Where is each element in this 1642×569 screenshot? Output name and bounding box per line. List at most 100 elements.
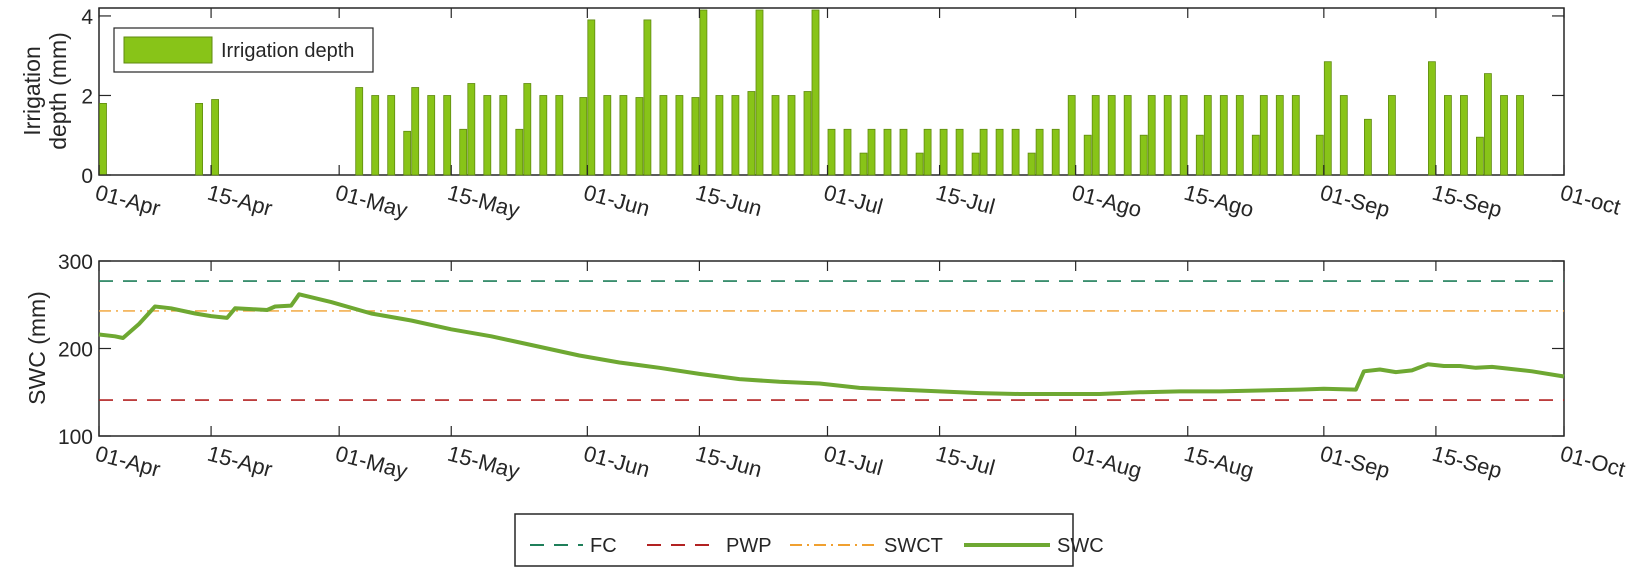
irrigation-x-tick-label: 01-Jun (581, 180, 652, 222)
irrigation-x-tick-label: 01-Sep (1318, 180, 1393, 223)
irrigation-y-label-line1: Irrigation (19, 46, 45, 135)
irrigation-bar (844, 129, 851, 175)
irrigation-bar (1501, 96, 1508, 176)
swc-x-tick-label: 01-Sep (1318, 441, 1393, 484)
irrigation-bar (772, 96, 779, 176)
irrigation-y-label-line2: depth (mm) (45, 32, 71, 150)
irrigation-bar (924, 129, 931, 175)
irrigation-bar (404, 131, 411, 175)
swc-x-tick-label: 01-May (333, 441, 410, 484)
irrigation-bar (1052, 129, 1059, 175)
irrigation-bar (1340, 96, 1347, 176)
irrigation-bar (956, 129, 963, 175)
irrigation-bar (468, 84, 475, 176)
irrigation-bar (788, 96, 795, 176)
irrigation-bar (1108, 96, 1115, 176)
swc-x-tick-label: 15-May (445, 441, 522, 484)
swc-x-tick-label: 15-Jun (693, 441, 764, 483)
irrigation-bar (524, 84, 531, 176)
irrigation-legend: Irrigation depth (114, 28, 373, 72)
irrigation-bar (1164, 96, 1171, 176)
swc-x-tick-label: 15-Apr (205, 441, 275, 482)
irrigation-bar (1276, 96, 1283, 176)
irrigation-bar (604, 96, 611, 176)
irrigation-bar (388, 96, 395, 176)
irrigation-bar (812, 10, 819, 175)
irrigation-bar (428, 96, 435, 176)
irrigation-bar (444, 96, 451, 176)
irrigation-bar (1252, 135, 1259, 175)
irrigation-bar (916, 153, 923, 175)
irrigation-x-tick-label: 01-Apr (93, 180, 163, 221)
irrigation-bar (748, 92, 755, 176)
swc-y-tick-label: 200 (58, 339, 93, 362)
irrigation-bar (540, 96, 547, 176)
irrigation-bar (1140, 135, 1147, 175)
irrigation-legend-label: Irrigation depth (221, 40, 354, 62)
irrigation-bar (1204, 96, 1211, 176)
irrigation-bar (900, 129, 907, 175)
swc-x-tick-label: 15-Jul (933, 441, 997, 481)
irrigation-bar (660, 96, 667, 176)
irrigation-bar (692, 98, 699, 176)
irrigation-bar (940, 129, 947, 175)
irrigation-bar (1180, 96, 1187, 176)
irrigation-bar (1476, 137, 1483, 175)
irrigation-bar (1388, 96, 1395, 176)
legend-fc-label: FC (590, 535, 617, 557)
irrigation-bar (1517, 96, 1524, 176)
irrigation-bar (716, 96, 723, 176)
irrigation-bar (980, 129, 987, 175)
irrigation-x-tick-label: 01-May (333, 180, 410, 223)
irrigation-bar (636, 98, 643, 176)
irrigation-bar (1236, 96, 1243, 176)
irrigation-x-tick-label: 15-Jun (693, 180, 764, 222)
irrigation-bar (620, 96, 627, 176)
irrigation-bar (516, 129, 523, 175)
irrigation-x-tick-label: 15-Sep (1430, 180, 1505, 223)
swc-y-tick-label: 100 (58, 426, 93, 449)
irrigation-bar (1460, 96, 1467, 176)
irrigation-bar (1428, 62, 1435, 175)
legend-pwp-label: PWP (726, 535, 772, 557)
irrigation-bar (1220, 96, 1227, 176)
irrigation-x-tick-label: 01-oct (1558, 180, 1624, 220)
irrigation-bar (1364, 119, 1371, 175)
swc-x-tick-label: 01-Jul (821, 441, 885, 481)
irrigation-bar (372, 96, 379, 176)
irrigation-bar (996, 129, 1003, 175)
swc-x-tick-label: 01-Oct (1558, 441, 1628, 482)
irrigation-bar (356, 88, 363, 176)
irrigation-bar (588, 20, 595, 175)
irrigation-bar (1324, 62, 1331, 175)
irrigation-bar (756, 10, 763, 175)
irrigation-bar (1092, 96, 1099, 176)
irrigation-bar (1012, 129, 1019, 175)
irrigation-bar (644, 20, 651, 175)
irrigation-bar (676, 96, 683, 176)
irrigation-bar (1148, 96, 1155, 176)
swc-x-tick-label: 01-Aug (1069, 441, 1144, 484)
irrigation-bar (556, 96, 563, 176)
swc-y-label: SWC (mm) (24, 291, 50, 405)
irrigation-panel: 0 2 4 01-Apr 15-Apr 01-May 15-May 01-Jun 15-Jun… (19, 6, 1623, 223)
irrigation-bar (860, 153, 867, 175)
irrigation-bar (1292, 96, 1299, 176)
irrigation-x-tick-label: 01-Ago (1069, 180, 1144, 223)
irrigation-bar (868, 129, 875, 175)
irrigation-bar (700, 10, 707, 175)
irrigation-bar (412, 88, 419, 176)
irrigation-bar (1124, 96, 1131, 176)
irrigation-bar (1036, 129, 1043, 175)
swc-x-tick-label: 15-Sep (1430, 441, 1505, 484)
swc-x-tick-label: 01-Apr (93, 441, 163, 482)
swc-panel: 100 200 300 01-Apr 15-Apr 01-May 15-May 01-Jun… (24, 251, 1628, 484)
swc-y-tick-label: 300 (58, 251, 93, 274)
swc-x-tick-label: 01-Jun (581, 441, 652, 483)
irrigation-bar (196, 103, 203, 175)
irrigation-bar (1084, 135, 1091, 175)
irrigation-bar (1068, 96, 1075, 176)
irrigation-x-tick-label: 15-Jul (933, 180, 997, 220)
irrigation-bar (732, 96, 739, 176)
